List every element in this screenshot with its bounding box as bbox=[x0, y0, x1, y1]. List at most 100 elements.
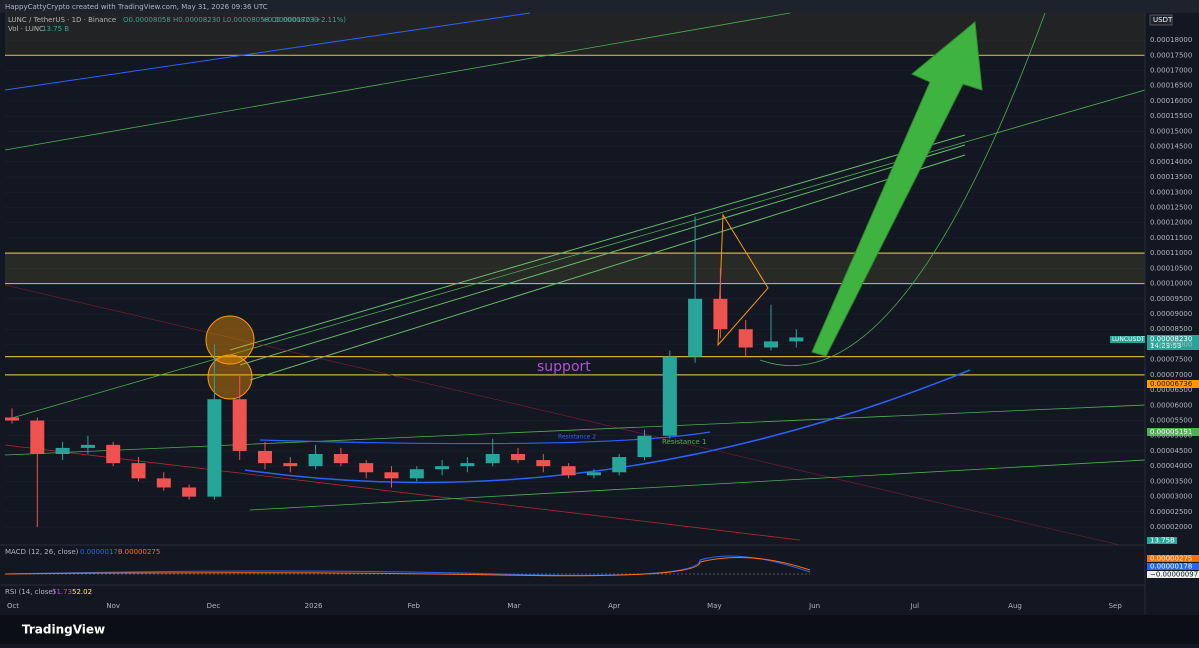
trend-line bbox=[4, 404, 1146, 456]
y-tick-label: 0.00007500 bbox=[1150, 356, 1192, 364]
highlight bbox=[205, 315, 255, 365]
y-tick-label: 0.00012500 bbox=[1150, 203, 1192, 211]
y-tick-label: 0.00014500 bbox=[1150, 143, 1192, 151]
volume: Vol · LUNC bbox=[8, 25, 44, 33]
candle-body bbox=[435, 466, 450, 470]
candle-body bbox=[384, 472, 399, 479]
y-tick-label: 0.00013500 bbox=[1150, 173, 1192, 181]
y-tick-label: 0.00005500 bbox=[1150, 417, 1192, 425]
tag bbox=[1147, 380, 1199, 388]
candle-body bbox=[688, 298, 703, 357]
y-tick-label: 0.00008500 bbox=[1150, 325, 1192, 333]
trend-line bbox=[4, 12, 791, 151]
candle-body bbox=[713, 298, 728, 330]
candle-body bbox=[207, 399, 222, 497]
channel-line bbox=[239, 144, 966, 366]
y-tick-label: 0.00015000 bbox=[1150, 127, 1192, 135]
signal-line bbox=[4, 557, 811, 577]
candle-body bbox=[333, 454, 348, 464]
header-bar bbox=[0, 0, 1199, 13]
trend-line bbox=[249, 459, 1146, 511]
curve bbox=[244, 369, 971, 484]
y-tick-label: 0.00008000 bbox=[1150, 340, 1192, 348]
y-tick-label: 0.00006000 bbox=[1150, 401, 1192, 409]
candle-body bbox=[258, 450, 272, 464]
candle-body bbox=[409, 469, 424, 479]
candle-body bbox=[536, 460, 551, 467]
candle-body bbox=[131, 463, 146, 479]
y-tick-label: 0.00016000 bbox=[1150, 97, 1192, 105]
rsi-value: 52.02 bbox=[72, 588, 92, 596]
candle-body bbox=[308, 454, 323, 467]
candle-body bbox=[586, 472, 601, 476]
y-tick-label: 0.00009000 bbox=[1150, 310, 1192, 318]
candle-body bbox=[738, 329, 753, 348]
y-tick-label: 0.00004000 bbox=[1150, 462, 1192, 470]
y-tick-label: 0.00012000 bbox=[1150, 219, 1192, 227]
tag bbox=[1147, 571, 1199, 578]
arrow bbox=[811, 21, 983, 357]
curve bbox=[759, 12, 1046, 366]
candle-body bbox=[359, 463, 374, 473]
countdown: 14:23:53 bbox=[1150, 342, 1181, 350]
y-tick-label: 0.00016500 bbox=[1150, 82, 1192, 90]
y-tick-label: 0.00003500 bbox=[1150, 477, 1192, 485]
drawings bbox=[4, 12, 1146, 546]
x-tick-label: Aug bbox=[1008, 602, 1022, 610]
candle-body bbox=[511, 454, 525, 461]
y-tick-label: 0.00017500 bbox=[1150, 51, 1192, 59]
candle-body bbox=[764, 341, 778, 348]
tag bbox=[1110, 336, 1145, 343]
candle-body bbox=[30, 420, 45, 454]
price-tag: 0.00006736 bbox=[1150, 380, 1193, 388]
candle-body bbox=[460, 463, 475, 467]
trend-line bbox=[4, 284, 1121, 546]
candle-body bbox=[106, 444, 121, 464]
y-tick-label: 0.00010000 bbox=[1150, 280, 1192, 288]
rsi-value: 51.73 bbox=[52, 588, 72, 596]
price-tag: 0.00005191 bbox=[1150, 428, 1192, 436]
candle-body bbox=[182, 487, 197, 497]
candle-body bbox=[789, 337, 804, 342]
trend-line bbox=[4, 444, 801, 541]
y-tick-label: 0.00007000 bbox=[1150, 371, 1192, 379]
channel-line bbox=[229, 134, 966, 351]
x-tick-label: Dec bbox=[207, 602, 221, 610]
y-tick-label: 0.00015500 bbox=[1150, 112, 1192, 120]
candle-body bbox=[55, 447, 70, 454]
symbol-tag: LUNCUSDT bbox=[1112, 336, 1145, 343]
x-tick-label: May bbox=[707, 602, 721, 610]
rsi-label: RSI (14, close) bbox=[5, 588, 56, 596]
highlight bbox=[207, 354, 253, 400]
brand: TradingView bbox=[22, 623, 105, 637]
y-tick-label: 0.00009500 bbox=[1150, 295, 1192, 303]
change: +0.00000170 (+2.11%) bbox=[262, 16, 346, 24]
candle-body bbox=[156, 478, 171, 488]
last-price: 0.00008230 bbox=[1150, 335, 1192, 343]
macd-tag: 0.00000275 bbox=[1150, 555, 1192, 563]
x-tick-label: Jul bbox=[910, 602, 920, 610]
y-tick-label: 0.00005000 bbox=[1150, 432, 1192, 440]
x-tick-label: Feb bbox=[408, 602, 421, 610]
tag bbox=[1147, 335, 1199, 350]
currency-box bbox=[1149, 14, 1173, 26]
candle-body bbox=[662, 356, 677, 436]
macd-label: MACD (12, 26, close) bbox=[5, 548, 79, 556]
candle-body bbox=[637, 435, 652, 458]
volume-value: 13.75 B bbox=[42, 25, 69, 33]
tag bbox=[1147, 555, 1199, 562]
y-tick-label: 0.00018000 bbox=[1150, 36, 1192, 44]
candle-body bbox=[485, 454, 500, 464]
macd-value: 0.00000275 bbox=[118, 548, 160, 556]
credit: HappyCattyCrypto created with TradingVie… bbox=[5, 3, 268, 11]
symbol: LUNC / TetherUS · 1D · Binance bbox=[8, 16, 116, 24]
candle-body bbox=[80, 444, 95, 448]
y-tick-label: 0.00014000 bbox=[1150, 158, 1192, 166]
y-tick-label: 0.00002000 bbox=[1150, 523, 1192, 531]
curve bbox=[259, 431, 711, 445]
y-tick-label: 0.00017000 bbox=[1150, 67, 1192, 75]
x-tick-label: Apr bbox=[608, 602, 620, 610]
y-tick-label: 0.00004500 bbox=[1150, 447, 1192, 455]
